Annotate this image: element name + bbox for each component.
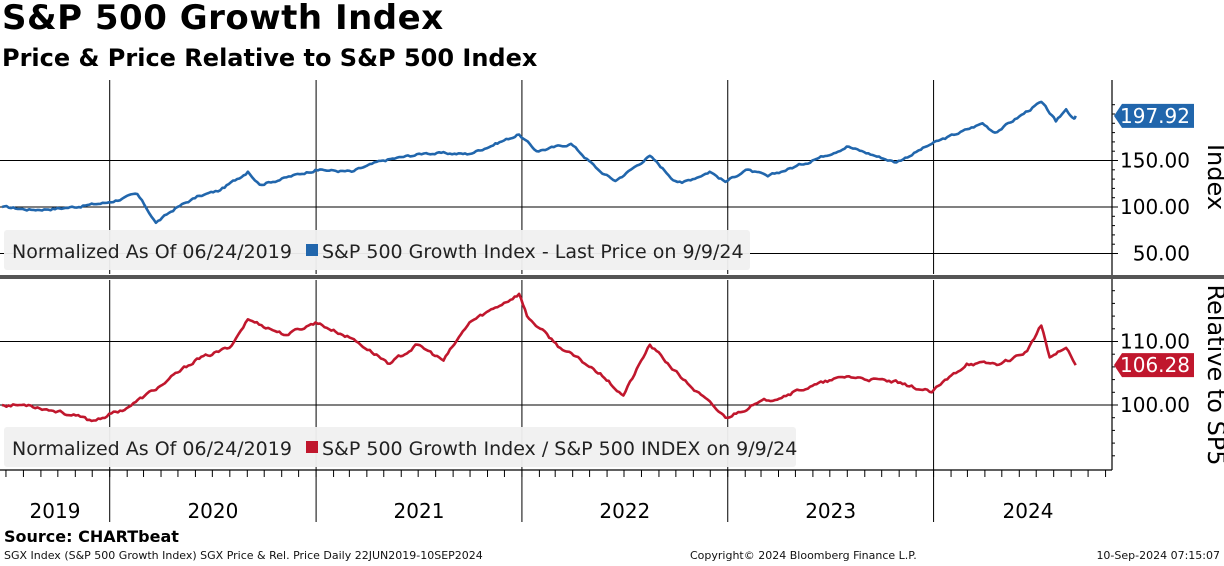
source-note: Source: CHARTbeat (4, 527, 179, 546)
footer-timestamp: 10-Sep-2024 07:15:07 (1096, 549, 1220, 562)
year-label: 2020 (187, 499, 238, 523)
relative-legend-box (4, 427, 796, 467)
legends: Normalized As Of 06/24/2019 S&P 500 Growt… (4, 230, 797, 467)
year-label: 2021 (394, 499, 445, 523)
series-lines (1, 100, 1077, 423)
chart-frame (0, 80, 1224, 471)
y-tick-label: 110.00 (1120, 330, 1190, 354)
year-label: 2024 (1003, 499, 1054, 523)
price-legend-box (4, 230, 750, 270)
axes: 2019 2020 2021 2022 2023 2024 50.00 100.00 150.0… (5, 103, 1224, 523)
y-tick-label: 100.00 (1120, 195, 1190, 219)
price-legend-swatch (306, 244, 318, 256)
relative-legend-swatch (306, 441, 318, 453)
relative-series-line (1, 292, 1077, 423)
footer-copyright: Copyright© 2024 Bloomberg Finance L.P. (690, 549, 917, 562)
y-tick-label: 50.00 (1133, 242, 1190, 266)
price-legend-series: S&P 500 Growth Index - Last Price on 9/9… (322, 241, 744, 263)
y-tick-label: 100.00 (1120, 393, 1190, 417)
relative-legend-series: S&P 500 Growth Index / S&P 500 INDEX on … (322, 438, 797, 460)
price-series-line (1, 100, 1077, 225)
relative-axis-label: Relative to SP5 (1202, 284, 1224, 465)
footer-info: SGX Index (S&P 500 Growth Index) SGX Pri… (4, 549, 483, 562)
price-last-value-label: 197.92 (1120, 104, 1190, 128)
year-label: 2019 (30, 499, 81, 523)
price-legend-note: Normalized As Of 06/24/2019 (12, 241, 292, 263)
chart-subtitle: Price & Price Relative to S&P 500 Index (2, 44, 538, 72)
chart-title: S&P 500 Growth Index (2, 0, 444, 38)
panel-separator (0, 275, 1224, 279)
relative-last-value-tag (1114, 353, 1194, 378)
price-axis-label: Index (1202, 144, 1224, 210)
relative-legend-note: Normalized As Of 06/24/2019 (12, 438, 292, 460)
year-label: 2022 (599, 499, 650, 523)
relative-last-value-label: 106.28 (1120, 353, 1190, 377)
y-tick-label: 150.00 (1120, 149, 1190, 173)
price-last-value-tag (1114, 103, 1194, 128)
year-label: 2023 (805, 499, 856, 523)
